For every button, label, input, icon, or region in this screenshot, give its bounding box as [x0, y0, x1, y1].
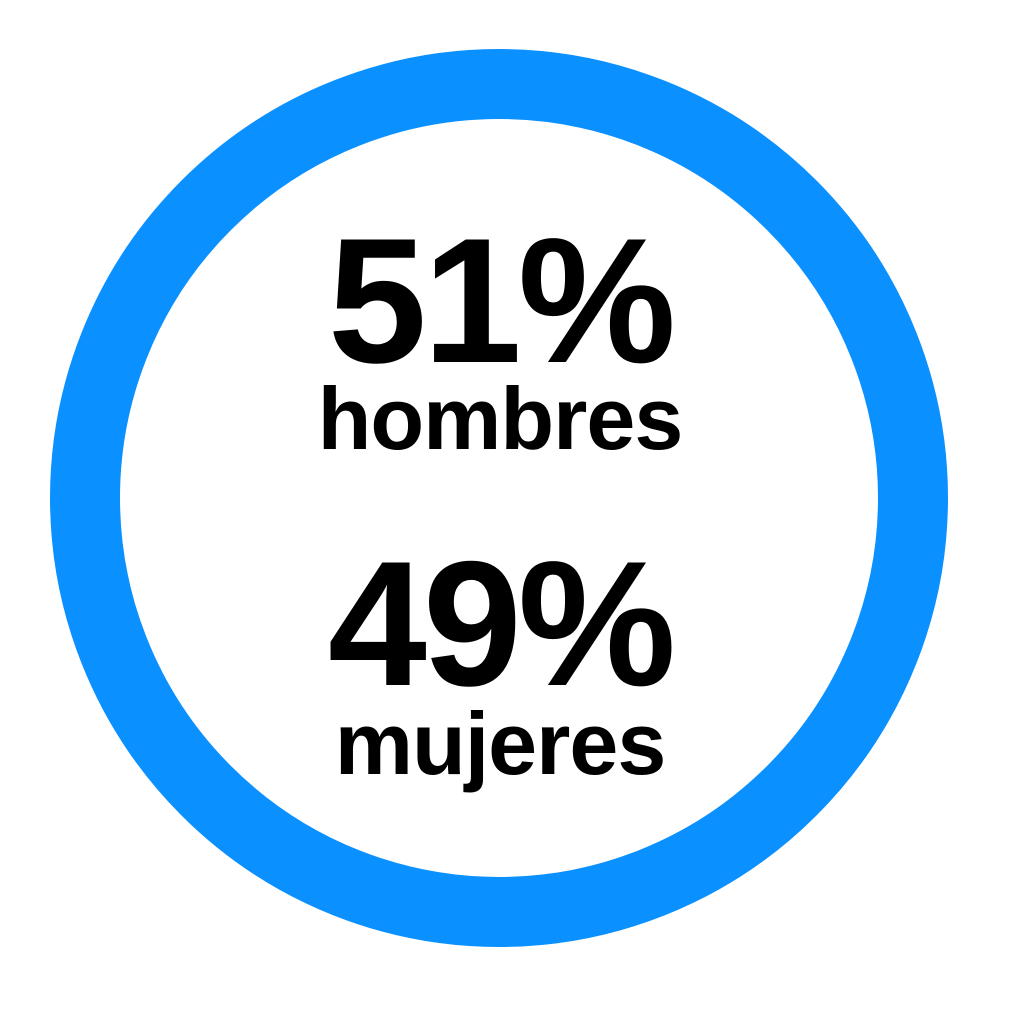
women-label: mujeres [334, 694, 667, 793]
men-percentage: 51% [327, 201, 676, 400]
women-percentage: 49% [327, 524, 676, 723]
men-label: hombres [317, 369, 684, 468]
